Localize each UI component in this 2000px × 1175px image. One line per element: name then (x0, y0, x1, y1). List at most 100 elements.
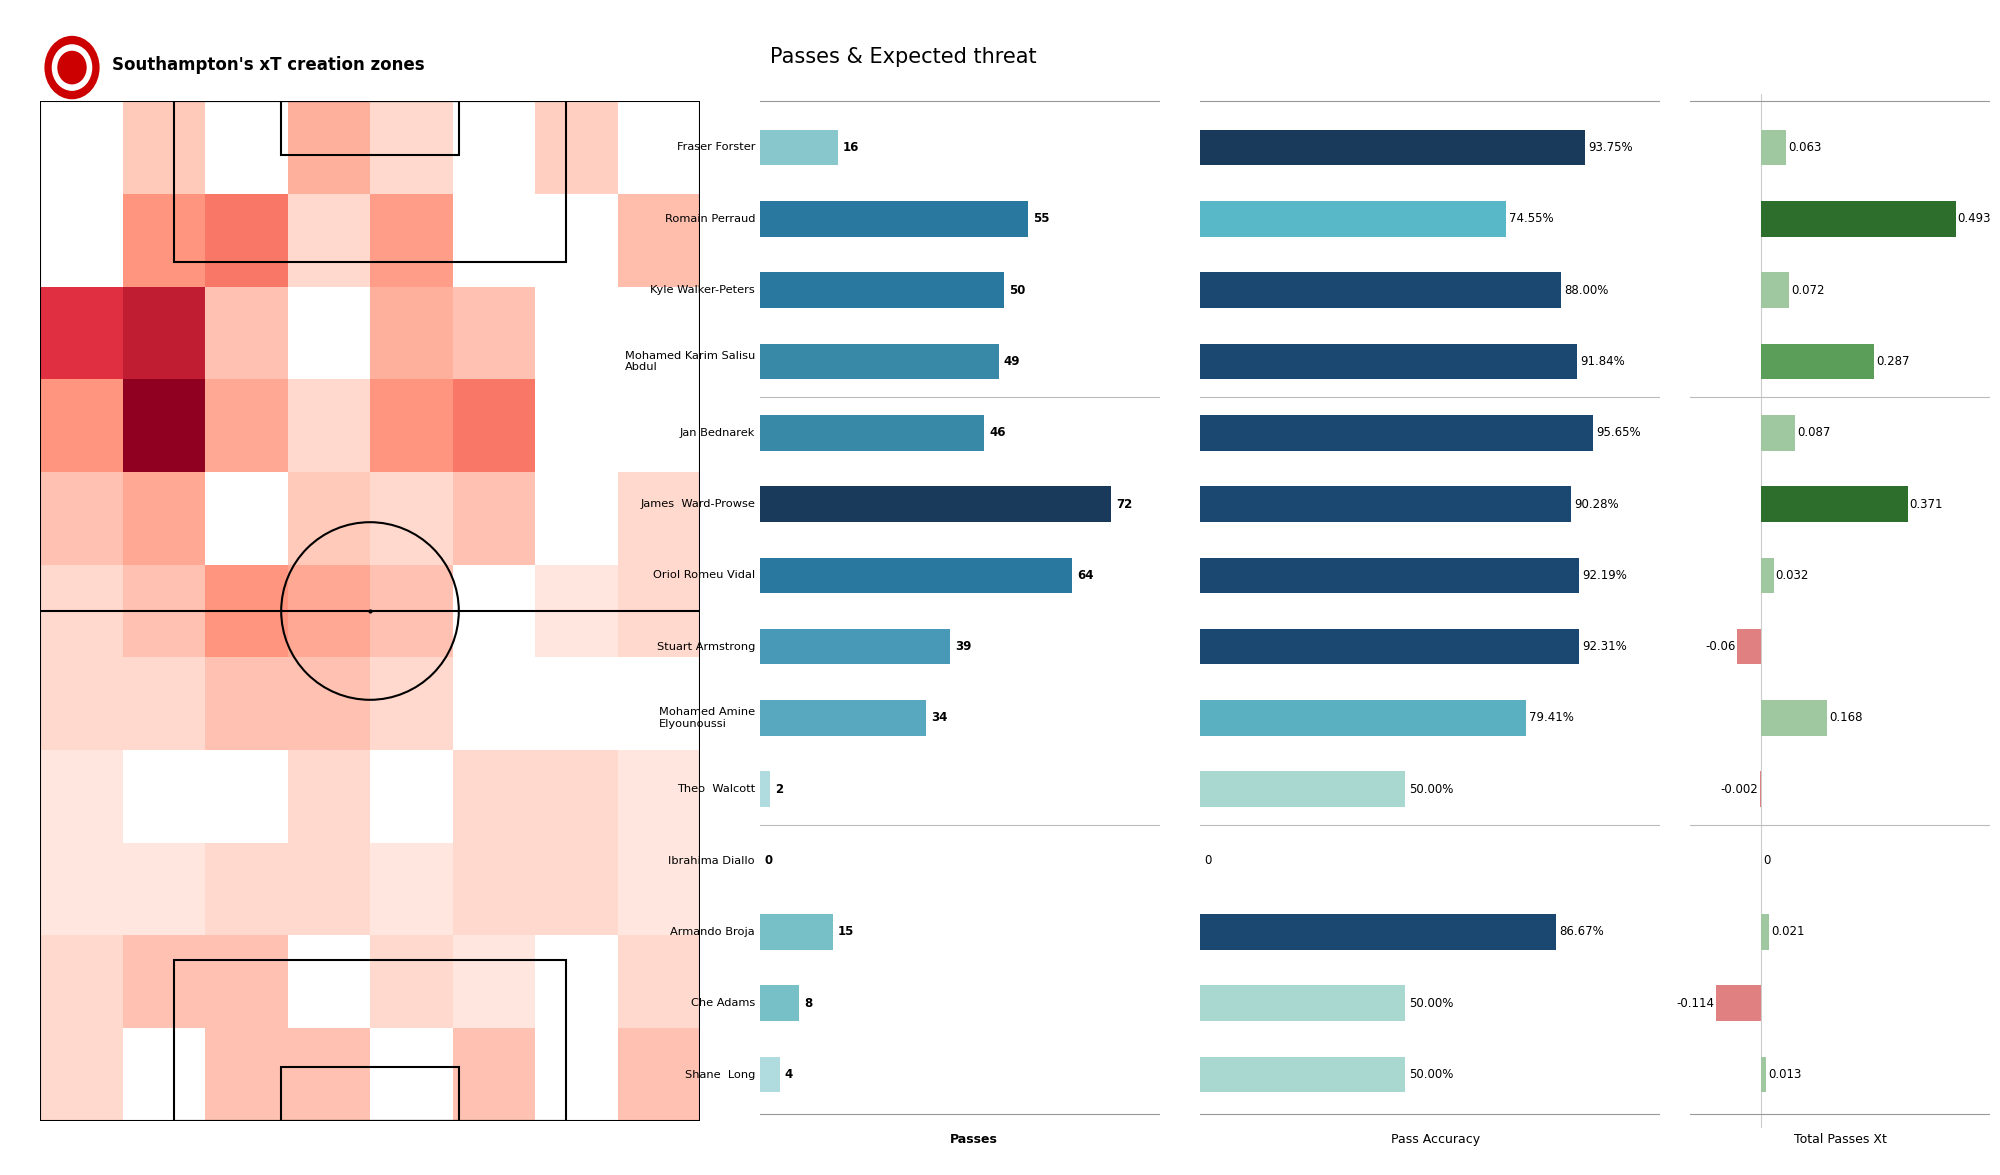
Text: Oriol Romeu Vidal: Oriol Romeu Vidal (652, 570, 756, 580)
Bar (618, 935, 700, 1028)
Bar (536, 101, 618, 194)
Bar (206, 1028, 288, 1121)
Bar (1200, 1056, 1406, 1093)
Bar (122, 657, 206, 750)
Bar (1762, 343, 1874, 380)
Text: 50.00%: 50.00% (1408, 996, 1454, 1009)
Bar (618, 565, 700, 657)
Text: Jan Bednarek: Jan Bednarek (680, 428, 756, 438)
Bar (1200, 772, 1406, 807)
Text: 50: 50 (1008, 283, 1026, 296)
Bar (1762, 914, 1770, 949)
Bar (370, 287, 452, 380)
Bar (452, 935, 536, 1028)
Text: 86.67%: 86.67% (1560, 926, 1604, 939)
Bar (370, 472, 452, 565)
Bar (1200, 201, 1506, 236)
Text: Mohamed Karim Salisu
Abdul: Mohamed Karim Salisu Abdul (624, 350, 756, 372)
Bar (760, 914, 834, 949)
Bar (1200, 343, 1578, 380)
Bar (122, 287, 206, 380)
Bar (452, 287, 536, 380)
Text: 15: 15 (838, 926, 854, 939)
Bar (206, 935, 288, 1028)
Bar (370, 565, 452, 657)
Bar (760, 772, 770, 807)
Text: 91.84%: 91.84% (1580, 355, 1626, 368)
Bar (1762, 273, 1790, 308)
Bar (452, 380, 536, 472)
Circle shape (46, 36, 98, 99)
Text: 72: 72 (1116, 497, 1132, 510)
Bar (288, 380, 370, 472)
Bar (1762, 201, 1956, 236)
Bar (760, 986, 800, 1021)
Text: Total Passes Xt: Total Passes Xt (1794, 1133, 1886, 1146)
Text: 79.41%: 79.41% (1530, 712, 1574, 725)
Text: Armando Broja: Armando Broja (670, 927, 756, 936)
Text: -0.06: -0.06 (1706, 640, 1736, 653)
Text: 2: 2 (774, 783, 782, 795)
Bar (370, 657, 452, 750)
Bar (370, 935, 452, 1028)
Text: 55: 55 (1034, 213, 1050, 226)
Bar (40, 750, 122, 842)
Text: 92.31%: 92.31% (1582, 640, 1628, 653)
Bar (452, 750, 536, 842)
Bar (760, 557, 1072, 593)
Bar (288, 565, 370, 657)
Bar (40, 287, 122, 380)
Text: 49: 49 (1004, 355, 1020, 368)
Bar (288, 750, 370, 842)
Text: Fraser Forster: Fraser Forster (676, 142, 756, 153)
Bar (288, 194, 370, 287)
Text: 95.65%: 95.65% (1596, 427, 1640, 439)
Text: 0.371: 0.371 (1910, 497, 1942, 510)
Bar (206, 657, 288, 750)
Bar (370, 842, 452, 935)
Bar (536, 842, 618, 935)
Bar (1200, 986, 1406, 1021)
Bar (174, 101, 566, 262)
Bar (760, 129, 838, 166)
Text: 0.168: 0.168 (1830, 712, 1862, 725)
Text: Passes & Expected threat: Passes & Expected threat (770, 47, 1036, 67)
Bar (452, 1028, 536, 1121)
Bar (1200, 557, 1578, 593)
Text: Passes: Passes (950, 1133, 998, 1146)
Bar (1200, 486, 1570, 522)
Text: 0: 0 (1764, 854, 1770, 867)
Bar (288, 472, 370, 565)
Text: 0.072: 0.072 (1792, 283, 1824, 296)
Text: 0.087: 0.087 (1798, 427, 1830, 439)
Text: 46: 46 (990, 427, 1006, 439)
Bar (452, 842, 536, 935)
Bar (760, 201, 1028, 236)
Text: 64: 64 (1078, 569, 1094, 582)
Bar (1200, 273, 1562, 308)
Text: 0: 0 (1204, 854, 1212, 867)
Bar (122, 472, 206, 565)
Bar (122, 935, 206, 1028)
Text: 90.28%: 90.28% (1574, 497, 1618, 510)
Bar (1762, 1056, 1766, 1093)
Text: Ibrahima Diallo: Ibrahima Diallo (668, 855, 756, 866)
Bar (206, 287, 288, 380)
Bar (174, 960, 566, 1121)
Bar (1200, 700, 1526, 736)
Bar (370, 101, 452, 194)
Bar (1762, 700, 1828, 736)
Bar (206, 842, 288, 935)
Text: 0.032: 0.032 (1776, 569, 1810, 582)
Text: Pass Accuracy: Pass Accuracy (1392, 1133, 1480, 1146)
Text: 0: 0 (764, 854, 774, 867)
Bar (760, 415, 984, 450)
Circle shape (52, 45, 92, 90)
Bar (760, 486, 1112, 522)
Text: James  Ward-Prowse: James Ward-Prowse (640, 499, 756, 509)
Bar (1200, 415, 1592, 450)
Bar (40, 935, 122, 1028)
Text: 92.19%: 92.19% (1582, 569, 1626, 582)
Text: 16: 16 (842, 141, 860, 154)
Bar (206, 380, 288, 472)
